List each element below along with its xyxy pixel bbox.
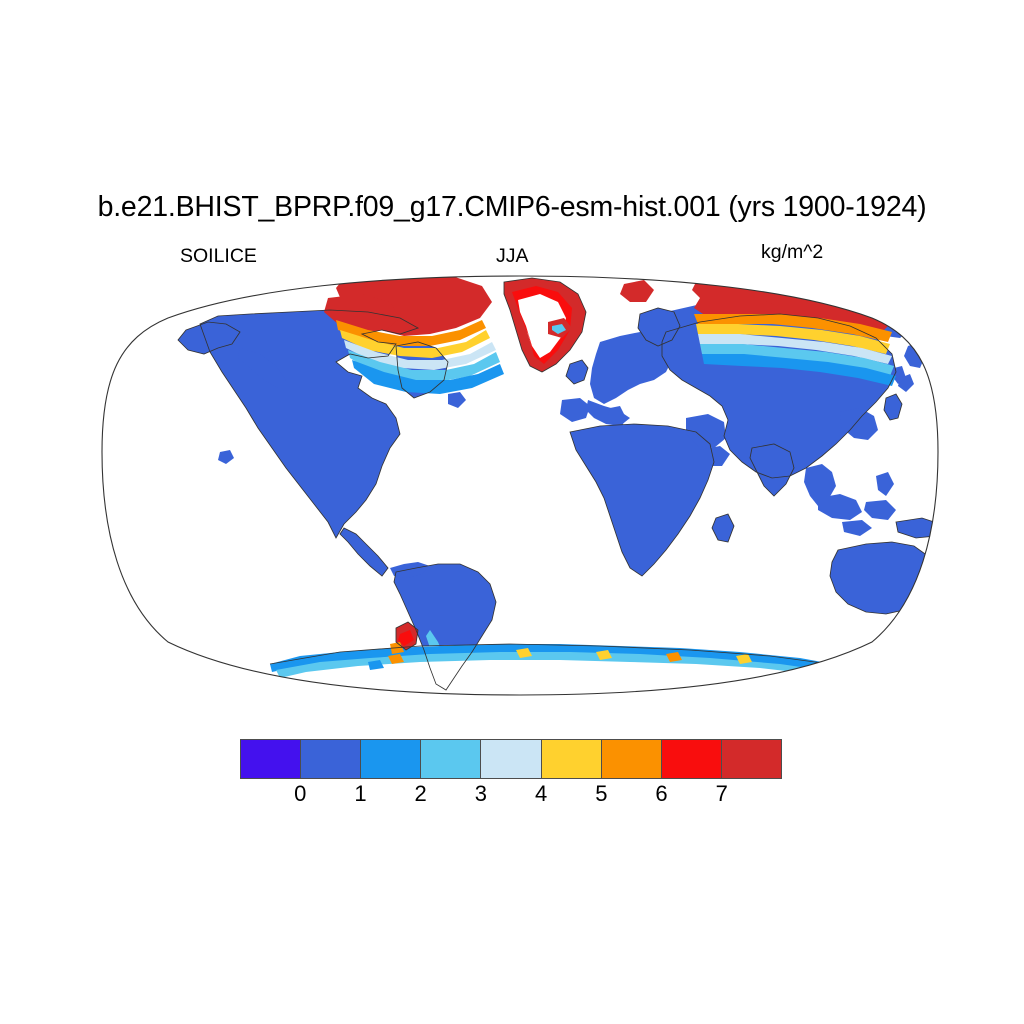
- season-label: JJA: [496, 245, 529, 267]
- colorbar-swatch-5: [541, 740, 602, 778]
- colorbar-tick-7: 7: [715, 781, 728, 806]
- map-body: [102, 276, 938, 695]
- colorbar-tick-5: 5: [595, 781, 608, 806]
- colorbar-swatch-4: [481, 740, 542, 778]
- colorbar-swatch-0: [241, 740, 302, 778]
- colorbar-swatch-1: [301, 740, 362, 778]
- colorbar-swatch-6: [601, 740, 662, 778]
- colorbar[interactable]: [240, 739, 782, 779]
- map-svg: [101, 275, 939, 696]
- colorbar-tick-4: 4: [534, 781, 548, 806]
- variable-name-label: SOILICE: [180, 245, 257, 267]
- world-map: [100, 272, 940, 700]
- colorbar-tick-3: 3: [474, 781, 487, 806]
- page-title: b.e21.BHIST_BPRP.f09_g17.CMIP6-esm-hist.…: [97, 191, 927, 223]
- colorbar-swatch-2: [361, 740, 422, 778]
- coastline-layer: [177, 277, 938, 691]
- colorbar-tick-0: 0: [294, 781, 307, 806]
- colorbar-tick-2: 2: [414, 781, 427, 806]
- units-label: kg/m^2: [761, 241, 824, 263]
- colorbar-tick-6: 6: [655, 781, 668, 806]
- colorbar-swatch-3: [421, 740, 482, 778]
- colorbar-tick-labels: 0 1 2 3 4 5 6 7: [240, 783, 782, 811]
- colorbar-swatch-8: [721, 740, 781, 778]
- map-frame-outline: [101, 275, 939, 696]
- colorbar-tick-1: 1: [354, 781, 367, 806]
- colorbar-swatch-7: [661, 740, 722, 778]
